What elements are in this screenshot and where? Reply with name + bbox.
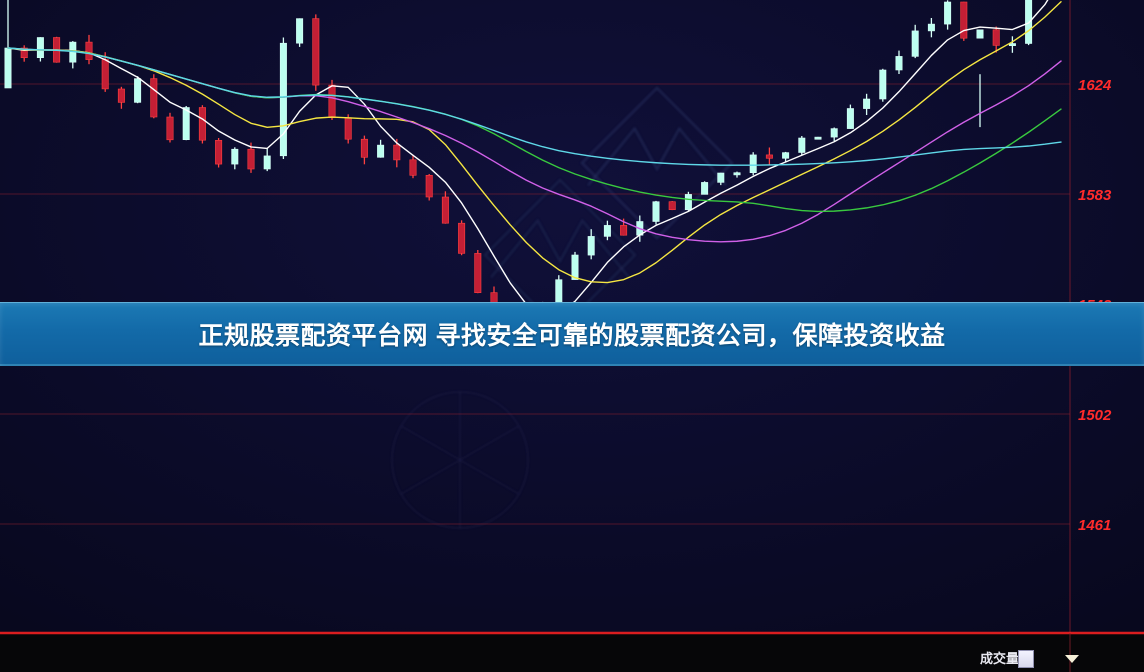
- svg-text:1461: 1461: [1078, 517, 1111, 534]
- svg-text:1583: 1583: [1078, 187, 1112, 204]
- svg-text:1502: 1502: [1078, 407, 1112, 424]
- svg-text:1624: 1624: [1078, 77, 1112, 94]
